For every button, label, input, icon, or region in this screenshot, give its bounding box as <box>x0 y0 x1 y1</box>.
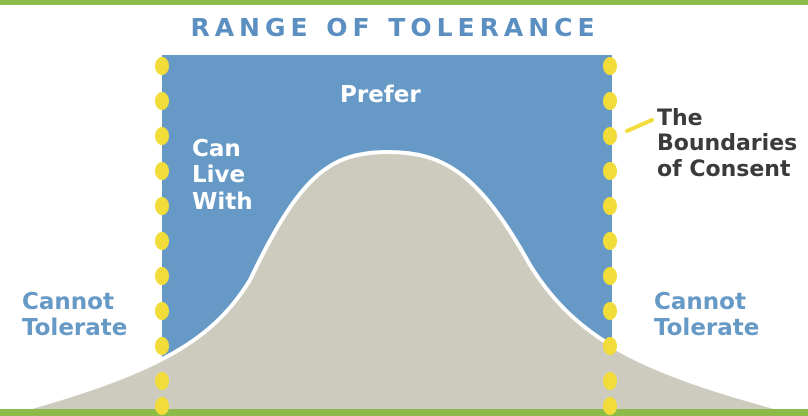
boundary-dot <box>603 162 617 180</box>
prefer-label: Prefer <box>340 82 421 108</box>
top-green-bar <box>0 0 808 5</box>
boundary-dot <box>155 197 169 215</box>
can-live-with-line-2: Live <box>192 162 246 189</box>
boundary-dot <box>155 302 169 320</box>
boundaries-line-1: The <box>657 106 703 131</box>
boundary-dot <box>155 92 169 110</box>
cannot-tolerate-left-line-1: Cannot <box>22 289 114 315</box>
diagram-title: RANGE OF TOLERANCE <box>190 13 600 42</box>
boundary-dot <box>155 57 169 75</box>
boundary-dot <box>603 397 617 415</box>
boundary-dot <box>603 267 617 285</box>
cannot-tolerate-right-line-2: Tolerate <box>654 315 760 342</box>
boundary-dot <box>155 162 169 180</box>
boundary-dot <box>155 337 169 355</box>
cannot-tolerate-right-label: Cannot Tolerate <box>654 289 759 342</box>
boundary-dot <box>603 127 617 145</box>
boundaries-of-consent-label: The Boundaries of Consent <box>657 106 797 182</box>
boundary-dot <box>603 337 617 355</box>
boundary-dot <box>155 397 169 415</box>
boundary-dot <box>155 232 169 250</box>
cannot-tolerate-right-line-1: Cannot <box>654 289 746 315</box>
boundary-dot <box>603 372 617 390</box>
cannot-tolerate-left-line-2: Tolerate <box>22 315 128 342</box>
bottom-green-bar <box>0 409 808 416</box>
bell-curve <box>0 150 808 416</box>
boundary-dot <box>603 302 617 320</box>
can-live-with-label: Can Live With <box>192 136 253 215</box>
boundary-dot <box>603 197 617 215</box>
boundary-dot <box>155 372 169 390</box>
boundary-dot <box>603 57 617 75</box>
boundaries-line-2: Boundaries <box>657 131 798 157</box>
can-live-with-line-3: With <box>192 188 253 215</box>
cannot-tolerate-left-label: Cannot Tolerate <box>22 289 127 342</box>
boundary-dot <box>155 127 169 145</box>
boundary-dot <box>603 232 617 250</box>
boundary-dot <box>603 92 617 110</box>
boundaries-line-3: of Consent <box>657 156 791 182</box>
left-boundary-dots <box>155 57 169 415</box>
can-live-with-line-1: Can <box>192 136 241 162</box>
right-boundary-dots <box>603 57 617 415</box>
boundary-pointer-line <box>625 118 654 133</box>
boundary-dot <box>155 267 169 285</box>
